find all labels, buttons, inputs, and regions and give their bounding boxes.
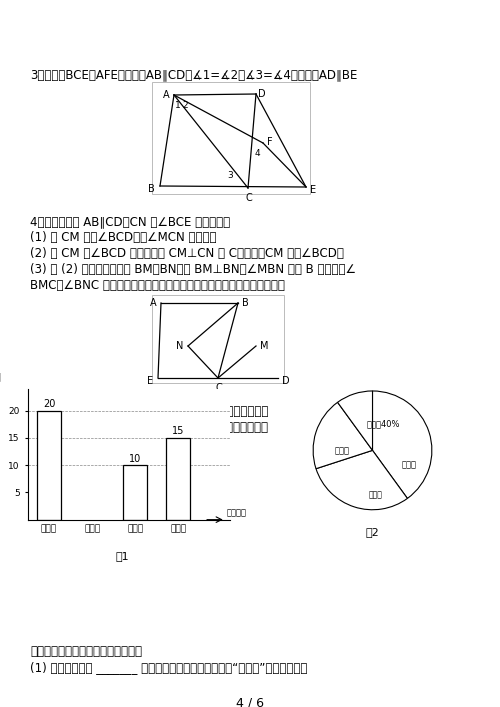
Text: C: C [246, 193, 252, 203]
Y-axis label: 人数: 人数 [0, 371, 1, 381]
Text: (1) 若 CM 平分∠BCD，求∠MCN 的度数；: (1) 若 CM 平分∠BCD，求∠MCN 的度数； [30, 231, 216, 244]
Text: 20: 20 [43, 399, 55, 409]
Text: 艺术类: 艺术类 [368, 491, 382, 500]
Text: E: E [310, 185, 316, 195]
Bar [37, 411, 61, 520]
Text: B: B [242, 298, 248, 308]
Text: D: D [258, 89, 266, 99]
Text: BMC＋∠BNC 是否发生变化？若不变，求其値；若变化，求其变化范围．: BMC＋∠BNC 是否发生变化？若不变，求其値；若变化，求其变化范围． [30, 279, 285, 292]
Text: M: M [260, 341, 268, 351]
Text: F: F [267, 137, 273, 147]
Text: 15: 15 [172, 426, 184, 436]
Text: 1: 1 [175, 100, 181, 110]
Bar [152, 295, 284, 383]
Text: 4: 4 [254, 149, 260, 158]
Text: 图1: 图1 [116, 551, 129, 561]
Wedge shape [316, 450, 408, 510]
Text: 5．为丰富学生的课余生活，陶冶学生的情趣，促进学生全面发展，其中七年: 5．为丰富学生的课余生活，陶冶学生的情趣，促进学生全面发展，其中七年 [30, 405, 268, 418]
Text: E: E [147, 376, 153, 386]
Text: C: C [216, 383, 222, 393]
Text: 3: 3 [227, 172, 233, 180]
Text: 4．如图，已知 AB∥CD，CN 是∠BCE 的平分线．: 4．如图，已知 AB∥CD，CN 是∠BCE 的平分线． [30, 215, 230, 228]
Text: N: N [176, 341, 184, 351]
Text: 社团分类: 社团分类 [226, 508, 246, 518]
Text: 文学类: 文学类 [334, 446, 349, 455]
Text: B: B [148, 184, 154, 194]
Text: A: A [150, 298, 156, 308]
Wedge shape [338, 391, 372, 450]
Text: D: D [282, 376, 290, 386]
Bar [152, 82, 310, 194]
Wedge shape [372, 391, 432, 498]
Text: 请根据上述统计图，完成以下问题：: 请根据上述统计图，完成以下问题： [30, 645, 142, 658]
Text: 3．如图，BCE、AFE是直线，AB∥CD，∡1=∡2，∡3=∡4，求证：AD∥BE: 3．如图，BCE、AFE是直线，AB∥CD，∡1=∡2，∡3=∡4，求证：AD∥… [30, 68, 358, 81]
Text: 4 / 6: 4 / 6 [236, 697, 264, 707]
Text: 图2: 图2 [366, 527, 380, 537]
Wedge shape [313, 402, 372, 469]
Text: 10: 10 [129, 453, 141, 464]
Text: (2) 若 CM 在∠BCD 的内部，且 CM⊥CN 于 C，求证：CM 平分∠BCD；: (2) 若 CM 在∠BCD 的内部，且 CM⊥CN 于 C，求证：CM 平分∠… [30, 247, 344, 260]
Text: 体育类40%: 体育类40% [366, 419, 400, 428]
Text: 下的统计图：: 下的统计图： [30, 437, 72, 450]
Text: (1) 这次共调查了 _______ 名学生；山形统计图中，表示“书法类”所在山形的圆: (1) 这次共调查了 _______ 名学生；山形统计图中，表示“书法类”所在山… [30, 661, 307, 674]
Text: 书法类: 书法类 [402, 460, 417, 469]
Text: A: A [162, 90, 170, 100]
Text: 级开展了学生社团活动．学校为了解学生参加情况，进行了抄样调查，制作如: 级开展了学生社团活动．学校为了解学生参加情况，进行了抄样调查，制作如 [30, 421, 268, 434]
Bar [166, 438, 190, 520]
Bar [124, 465, 147, 520]
Text: 2: 2 [182, 100, 188, 110]
Text: (3) 在 (2) 的条件下，连结 BM、BN，且 BM⊥BN，∠MBN 绕着 B 点旋转，∠: (3) 在 (2) 的条件下，连结 BM、BN，且 BM⊥BN，∠MBN 绕着 … [30, 263, 356, 276]
